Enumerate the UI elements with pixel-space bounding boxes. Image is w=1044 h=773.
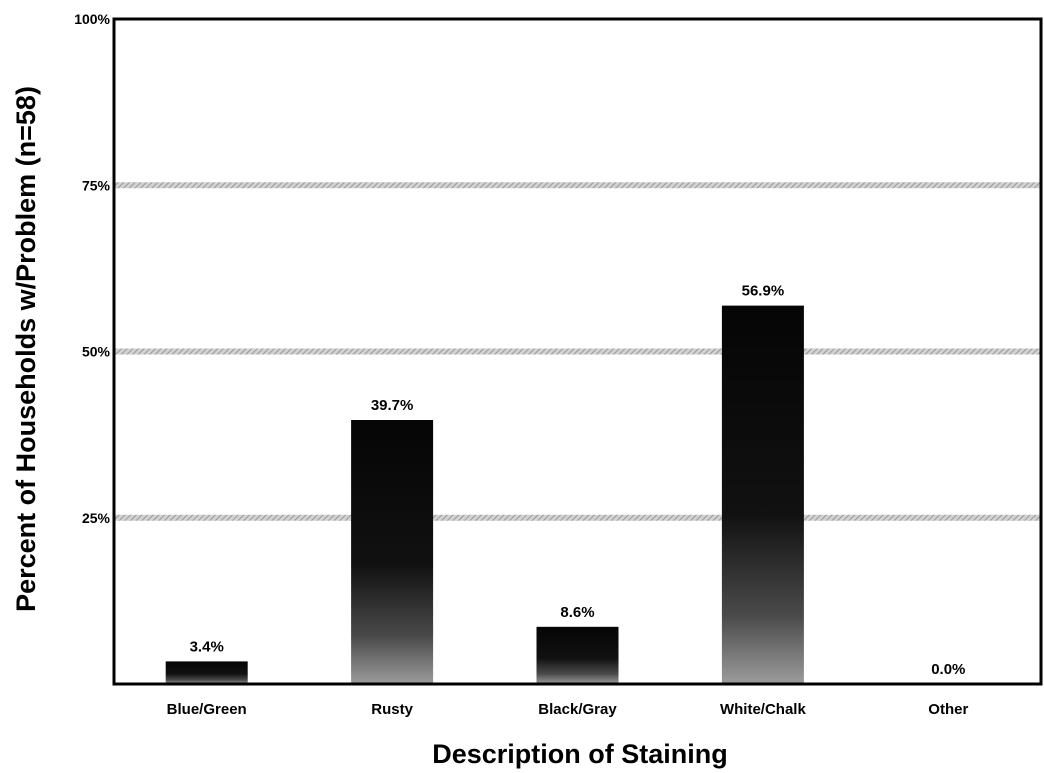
x-tick-label: White/Chalk (720, 701, 806, 718)
bar (351, 419, 434, 684)
bar (721, 305, 804, 684)
gridlines (114, 182, 1041, 521)
y-tick-label: 25% (82, 510, 111, 526)
x-tick-label: Rusty (371, 701, 413, 718)
gridline (114, 514, 1041, 521)
data-label: 8.6% (560, 604, 594, 621)
gridline (114, 182, 1041, 189)
data-label: 39.7% (371, 397, 414, 414)
bars (165, 305, 804, 684)
x-axis-labels: Blue/Green Rusty Black/Gray White/Chalk Othe… (167, 701, 969, 718)
gridline (114, 348, 1041, 355)
y-axis-ticks: 25% 50% 75% 100% (74, 11, 110, 526)
bar (536, 626, 619, 684)
bar (165, 661, 248, 684)
data-label: 3.4% (190, 638, 224, 655)
plot-frame (112, 17, 1043, 686)
x-tick-label: Other (928, 701, 968, 718)
value-labels: 3.4% 39.7% 8.6% 56.9% 0.0% (190, 283, 966, 678)
data-label: 0.0% (931, 661, 965, 678)
x-axis-title: Description of Staining (432, 739, 728, 769)
x-tick-label: Blue/Green (167, 701, 247, 718)
y-tick-label: 100% (74, 11, 110, 27)
y-tick-label: 75% (82, 177, 111, 193)
y-tick-label: 50% (82, 344, 111, 360)
x-tick-label: Black/Gray (538, 701, 617, 718)
data-label: 56.9% (742, 283, 785, 300)
y-axis-title: Percent of Households w/Problem (n=58) (11, 86, 41, 612)
